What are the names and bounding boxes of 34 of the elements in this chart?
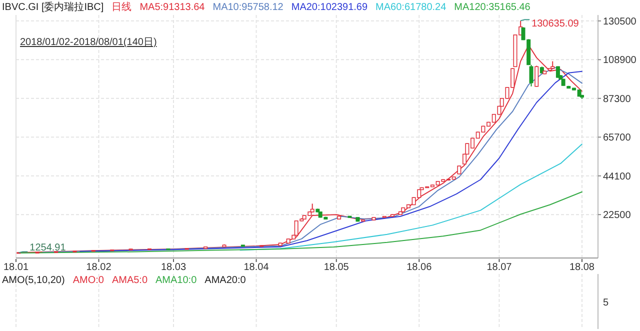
y-tick-label: 65700 — [603, 132, 632, 144]
y-tick-label: 87300 — [603, 94, 632, 105]
x-tick-label: 18.01 — [3, 262, 29, 273]
text: MA120:35165.46 — [454, 2, 531, 13]
x-tick-label: 18.07 — [486, 262, 512, 273]
candlestick — [556, 66, 560, 78]
annotation: 130635.09 — [532, 18, 580, 30]
text: MA10:95758.12 — [212, 2, 284, 13]
annotation: 1254.91 — [30, 242, 66, 254]
annotation: 2018/01/02-2018/08/01(140日) — [20, 37, 157, 48]
y-tick-label: 44100 — [603, 171, 632, 182]
x-tick-label: 18.02 — [86, 262, 112, 273]
candlestick — [534, 65, 539, 88]
x-tick-label: 18.08 — [569, 262, 595, 273]
text: AMA20:0 — [204, 275, 246, 286]
chart-title: IBVC.GI [委内瑞拉IBC] — [2, 1, 104, 13]
chart-subtitle: 日线 — [112, 1, 132, 13]
text: MA5:91313.64 — [140, 2, 206, 13]
text: MA60:61780.24 — [376, 2, 447, 13]
line-series — [240, 144, 582, 251]
text: AMA5:0 — [112, 275, 148, 286]
text: 5 — [603, 298, 609, 308]
text: AMA10:0 — [156, 275, 198, 286]
y-tick-label: 108900 — [603, 55, 637, 66]
y-tick-label: 130500 — [603, 16, 637, 28]
text: AMO(5,10,20) — [2, 275, 65, 286]
x-tick-label: 18.06 — [406, 262, 432, 273]
text: AMO:0 — [72, 275, 104, 286]
line-series — [18, 191, 582, 254]
x-tick-label: 18.04 — [244, 262, 270, 273]
y-tick-label: 22500 — [603, 210, 632, 222]
text: MA20:102391.69 — [291, 2, 368, 13]
x-tick-label: 18.05 — [324, 262, 350, 273]
x-tick-label: 18.03 — [161, 262, 186, 273]
